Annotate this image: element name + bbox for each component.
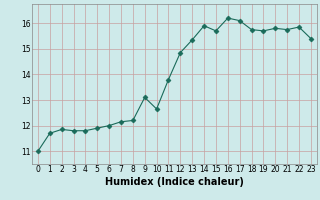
X-axis label: Humidex (Indice chaleur): Humidex (Indice chaleur) xyxy=(105,177,244,187)
